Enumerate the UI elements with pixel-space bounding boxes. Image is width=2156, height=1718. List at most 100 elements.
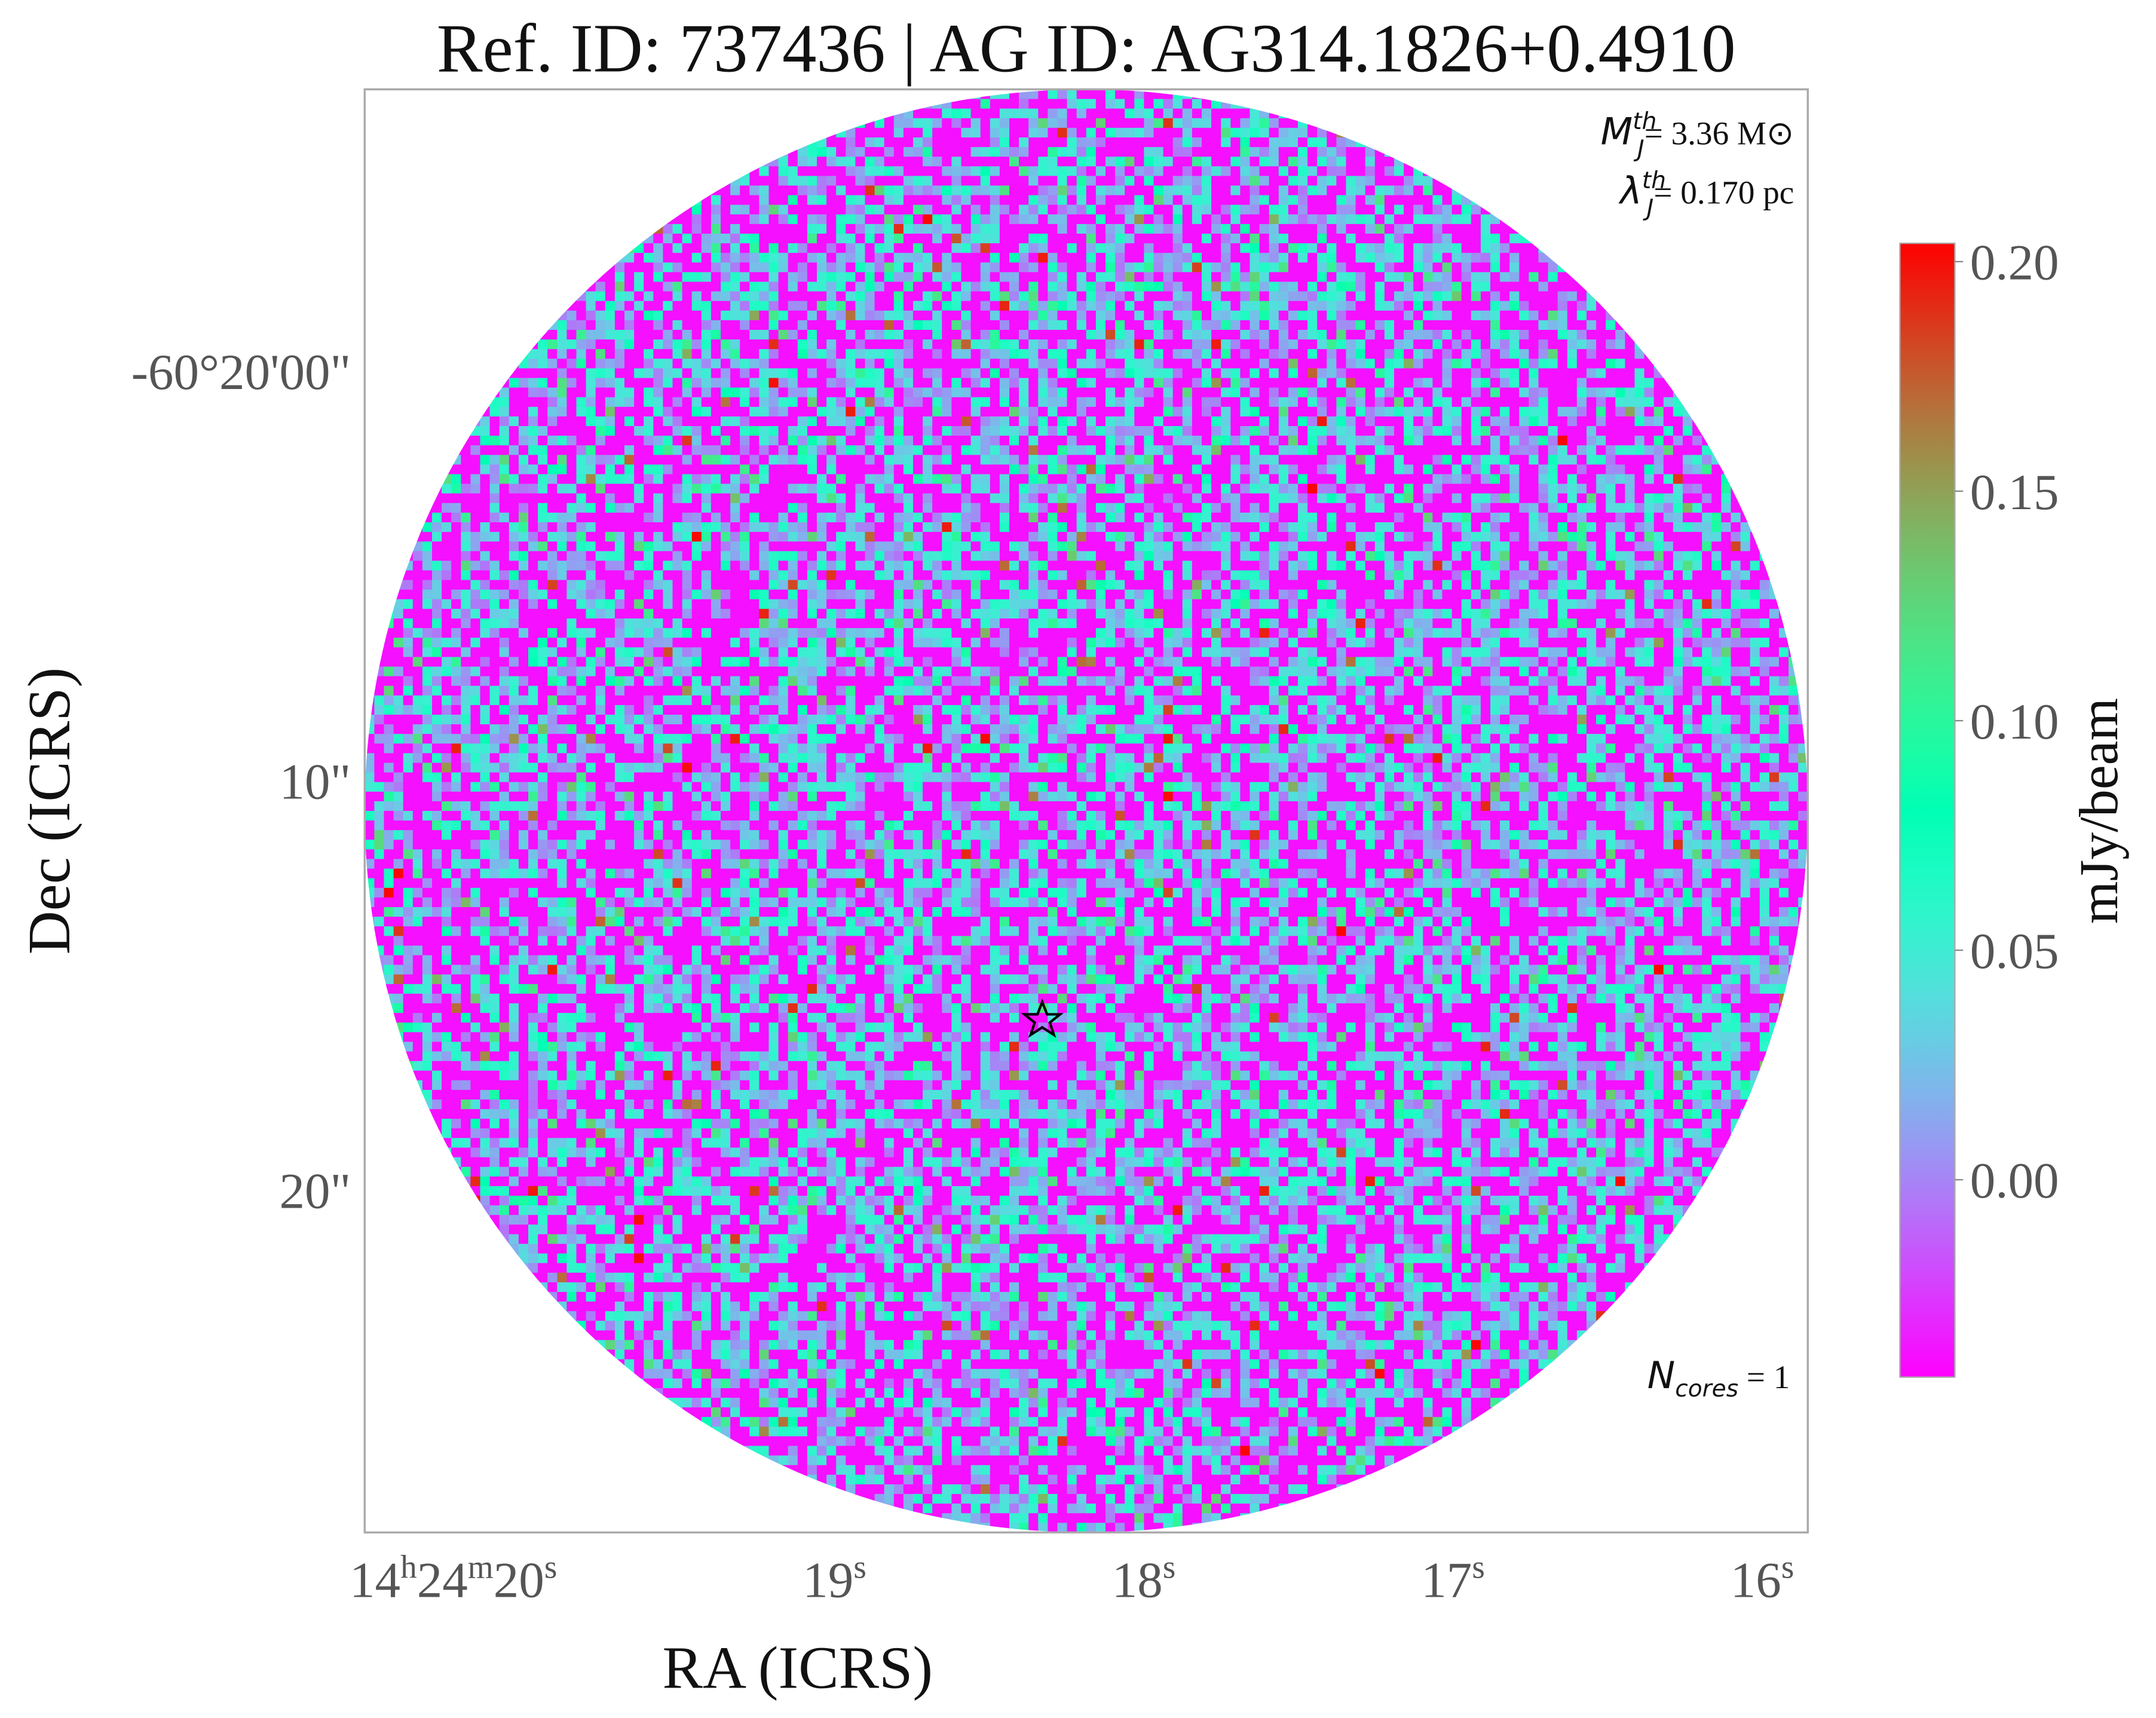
pixel	[807, 503, 818, 514]
pixel	[1153, 320, 1164, 331]
pixel	[961, 253, 972, 264]
pixel	[1374, 147, 1386, 158]
pixel	[1404, 368, 1414, 379]
pixel	[807, 223, 818, 235]
pixel	[576, 359, 587, 369]
pixel	[1221, 426, 1232, 437]
pixel	[595, 320, 606, 331]
pixel	[1653, 349, 1664, 360]
pixel	[1442, 445, 1453, 456]
pixel	[1355, 320, 1366, 331]
pixel	[1288, 166, 1299, 177]
pixel	[893, 320, 905, 331]
pixel	[1115, 493, 1126, 504]
pixel	[1298, 118, 1309, 129]
pixel	[970, 176, 981, 186]
pixel	[1259, 214, 1270, 225]
pixel	[1346, 416, 1356, 427]
pixel	[1538, 426, 1549, 437]
pixel	[634, 378, 645, 388]
pixel	[874, 262, 885, 273]
pixel	[1625, 522, 1636, 533]
pixel	[1163, 253, 1174, 264]
pixel	[1182, 378, 1193, 388]
pixel	[1211, 127, 1222, 139]
pixel	[1346, 234, 1356, 244]
pixel	[1355, 416, 1366, 427]
pixel	[970, 397, 981, 408]
pixel	[923, 330, 933, 341]
pixel	[1240, 99, 1251, 109]
pixel	[1413, 493, 1424, 504]
pixel	[1115, 185, 1126, 196]
pixel	[1442, 483, 1453, 494]
pixel	[788, 378, 798, 388]
pixel	[614, 426, 626, 437]
pixel	[1567, 512, 1578, 523]
pixel	[865, 291, 875, 302]
pixel	[1653, 368, 1664, 379]
pixel	[1028, 483, 1039, 494]
pixel	[528, 541, 539, 552]
pixel	[884, 185, 895, 196]
pixel	[1028, 137, 1039, 148]
pixel	[1634, 532, 1645, 543]
pixel	[768, 474, 779, 485]
pixel	[942, 464, 953, 475]
pixel	[874, 234, 885, 244]
pixel	[1480, 301, 1492, 311]
pixel	[797, 176, 808, 186]
pixel	[1163, 483, 1174, 494]
pixel	[1346, 436, 1356, 446]
pixel	[1278, 474, 1290, 485]
pixel	[942, 176, 953, 186]
pixel	[528, 416, 539, 427]
pixel	[1076, 320, 1087, 331]
pixel	[1480, 522, 1492, 533]
pixel	[691, 397, 702, 408]
pixel	[566, 320, 577, 331]
pixel	[1548, 368, 1558, 379]
pixel	[721, 320, 731, 331]
pixel	[1404, 185, 1414, 196]
pixel	[1038, 368, 1049, 379]
pixel	[1202, 532, 1212, 543]
pixel	[1038, 436, 1049, 446]
pixel	[797, 310, 808, 321]
pixel	[1019, 406, 1030, 418]
pixel	[817, 223, 828, 235]
pixel	[682, 223, 693, 235]
pixel	[1451, 359, 1462, 369]
pixel	[1153, 532, 1164, 543]
pixel	[788, 166, 798, 177]
pixel	[893, 493, 905, 504]
pixel	[1095, 310, 1107, 321]
pixel	[1529, 243, 1539, 254]
pixel	[1172, 464, 1183, 475]
pixel	[1384, 253, 1395, 264]
pixel	[1490, 262, 1501, 273]
pixel	[999, 204, 1010, 215]
pixel	[1134, 214, 1145, 225]
pixel	[1336, 166, 1347, 177]
pixel	[1278, 272, 1290, 283]
pixel	[913, 166, 924, 177]
pixel	[1480, 281, 1492, 292]
pixel	[1374, 349, 1386, 360]
pixel	[942, 195, 953, 206]
pixel	[855, 223, 866, 235]
pixel	[1355, 204, 1366, 215]
pixel	[634, 368, 645, 379]
pixel	[903, 243, 914, 254]
pixel	[1683, 512, 1693, 523]
pixel	[1086, 166, 1097, 177]
pixel	[586, 397, 596, 408]
pixel	[893, 397, 905, 408]
pixel	[893, 387, 905, 398]
pixel	[759, 532, 770, 543]
pixel	[913, 310, 924, 321]
pixel	[807, 455, 818, 466]
pixel	[759, 157, 770, 167]
pixel	[672, 455, 683, 466]
pixel	[528, 387, 539, 398]
